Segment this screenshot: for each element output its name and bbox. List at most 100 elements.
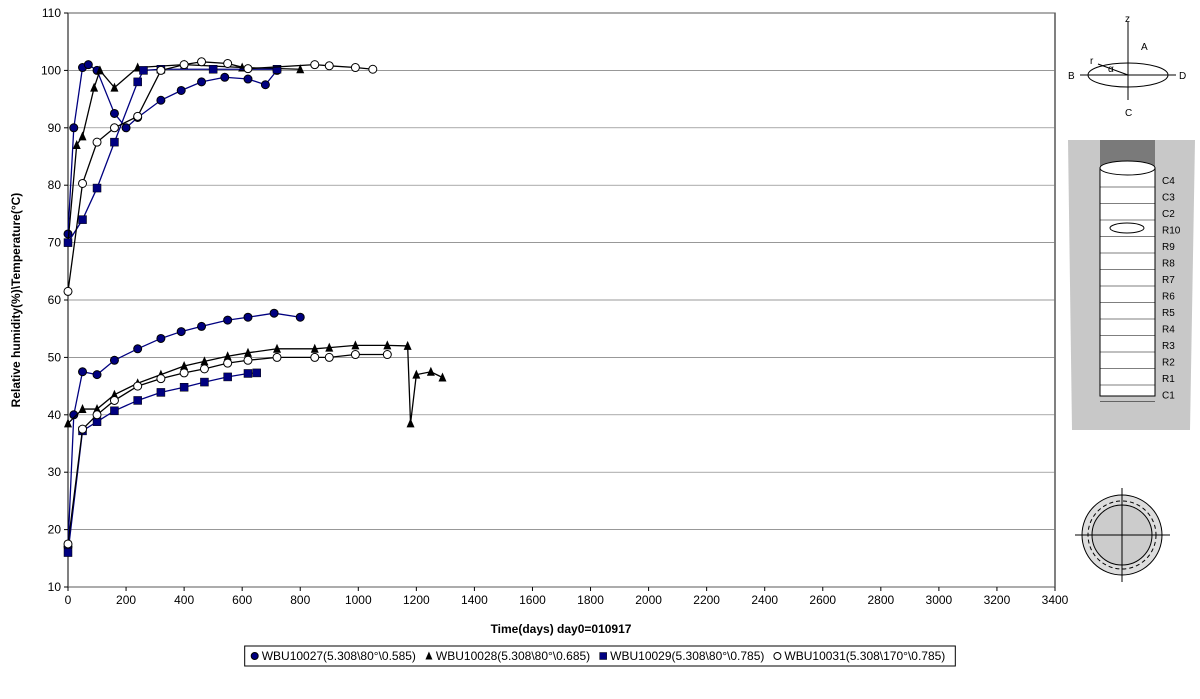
marker: [176, 85, 186, 95]
ring-label: C3: [1162, 193, 1175, 204]
marker: [197, 321, 207, 331]
marker: [200, 356, 209, 366]
marker: [78, 215, 87, 224]
marker: [368, 64, 378, 74]
marker: [426, 366, 435, 376]
marker: [69, 123, 79, 133]
y-tick-label: 100: [41, 63, 61, 77]
x-tick-label: 0: [65, 593, 72, 607]
marker: [199, 364, 209, 374]
marker: [179, 382, 189, 392]
x-tick-label: 1400: [461, 593, 488, 607]
ring-label: R7: [1162, 275, 1175, 286]
marker: [252, 368, 261, 378]
y-tick-label: 40: [48, 408, 62, 422]
marker: [78, 178, 88, 188]
marker: [243, 312, 253, 322]
marker: [438, 372, 447, 382]
marker: [63, 238, 73, 247]
diagram-label: α: [1108, 64, 1114, 75]
marker: [220, 72, 230, 82]
ring-label: R9: [1162, 242, 1175, 253]
marker: [133, 381, 143, 391]
cylinder-top: [1099, 160, 1156, 176]
marker: [223, 351, 232, 361]
marker: [273, 343, 282, 353]
marker: [179, 60, 189, 70]
marker: [110, 406, 119, 416]
x-axis-title: Time(days) day0=010917: [491, 622, 632, 636]
x-tick-label: 400: [174, 593, 194, 607]
diagram-label: C: [1125, 108, 1132, 119]
marker: [350, 350, 360, 360]
y-tick-label: 110: [42, 6, 61, 20]
marker: [773, 652, 782, 660]
marker: [382, 350, 392, 360]
marker: [133, 396, 142, 405]
ring-label: R5: [1162, 308, 1175, 319]
marker: [425, 651, 433, 660]
ring-label: R10: [1162, 226, 1181, 237]
marker: [223, 372, 232, 382]
diagram: [1068, 22, 1195, 582]
marker: [260, 80, 270, 90]
sensor-ring: [1109, 222, 1145, 234]
x-tick-label: 600: [232, 593, 252, 607]
x-tick-label: 3400: [1042, 593, 1069, 607]
marker: [295, 312, 305, 322]
ring-label: C1: [1162, 391, 1175, 402]
marker: [92, 183, 102, 193]
marker: [156, 95, 166, 105]
marker: [250, 652, 259, 660]
legend-label: WBU10027(5.308\80°\0.585): [262, 649, 416, 663]
marker: [110, 82, 119, 92]
marker: [69, 410, 79, 420]
marker: [351, 340, 360, 350]
marker: [72, 140, 81, 150]
x-tick-label: 800: [290, 593, 310, 607]
marker: [243, 64, 253, 74]
marker: [324, 61, 334, 71]
marker: [208, 65, 218, 74]
y-axis-title: Relative humidity(%)\Temperature(°C): [9, 193, 23, 408]
marker: [176, 327, 186, 337]
diagram-label: z: [1125, 14, 1130, 25]
marker: [78, 424, 88, 434]
ring-label: C4: [1162, 176, 1175, 187]
marker: [243, 355, 253, 365]
diagram-label: B: [1068, 71, 1075, 82]
legend-label: WBU10029(5.308\80°\0.785): [610, 649, 764, 663]
x-tick-label: 1000: [345, 593, 372, 607]
marker: [109, 395, 119, 405]
marker: [223, 315, 233, 325]
marker: [180, 361, 189, 371]
marker: [109, 108, 119, 118]
marker: [243, 369, 253, 378]
marker: [109, 123, 119, 133]
marker: [197, 57, 207, 67]
marker: [133, 77, 142, 87]
marker: [63, 548, 73, 557]
x-tick-label: 1200: [403, 593, 430, 607]
marker: [272, 352, 282, 362]
y-tick-label: 10: [48, 580, 62, 594]
x-tick-label: 1800: [577, 593, 604, 607]
marker: [92, 370, 102, 380]
ring-label: R4: [1162, 325, 1175, 336]
marker: [78, 404, 87, 414]
marker: [403, 340, 412, 350]
marker: [599, 652, 607, 660]
x-tick-label: 200: [116, 593, 136, 607]
marker: [92, 137, 102, 147]
marker: [406, 418, 415, 428]
diagram-label: r: [1090, 56, 1094, 67]
legend-label: WBU10031(5.308\170°\0.785): [784, 649, 945, 663]
marker: [109, 355, 119, 365]
x-tick-label: 2800: [867, 593, 894, 607]
marker: [156, 333, 166, 343]
marker: [110, 137, 119, 147]
x-tick-label: 3000: [926, 593, 953, 607]
marker: [197, 77, 207, 87]
